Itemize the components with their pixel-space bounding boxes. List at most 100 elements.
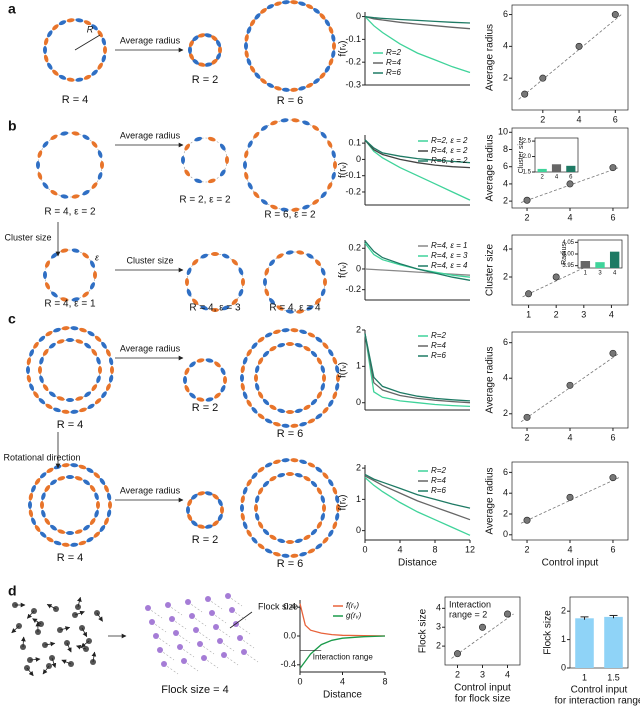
particle	[312, 77, 321, 85]
particle	[186, 288, 193, 297]
particle	[38, 356, 44, 365]
particle	[108, 501, 112, 509]
particle	[334, 382, 339, 391]
particle	[243, 150, 249, 159]
scatter-point	[567, 382, 573, 388]
agent	[173, 630, 179, 636]
y-tick-label: 2	[503, 271, 508, 281]
line-series	[365, 334, 470, 403]
guide-circle	[42, 477, 98, 533]
y-tick-label: 4	[503, 243, 508, 253]
particle	[303, 475, 312, 482]
particle	[101, 54, 107, 63]
particle	[302, 120, 311, 127]
line-series	[365, 476, 470, 520]
particle	[98, 366, 102, 374]
x-tick-label: 0	[362, 544, 367, 554]
legend-label: R=4, ε = 3	[431, 251, 468, 260]
particle	[320, 288, 326, 297]
y-tick-label: -0.2	[345, 186, 361, 196]
y-tick-label: -0.2	[345, 284, 361, 294]
particle	[320, 382, 326, 391]
annotation: Interaction range	[313, 653, 374, 662]
particle	[197, 524, 206, 530]
diagram-label: R = 6, ε = 2	[264, 210, 316, 221]
particle	[276, 252, 285, 259]
particle	[307, 547, 316, 554]
y-tick-label: 0	[356, 525, 361, 535]
particle	[331, 34, 336, 43]
y-tick-label: 1	[356, 361, 361, 371]
particle	[93, 492, 99, 501]
diagram-label: R	[87, 24, 94, 34]
particle	[223, 376, 227, 384]
particle	[58, 74, 67, 81]
particle	[331, 50, 336, 59]
particle	[71, 131, 80, 136]
particle	[62, 542, 70, 547]
particle	[286, 410, 294, 414]
particle	[244, 50, 249, 59]
particle	[273, 329, 282, 335]
agent-heading	[27, 611, 34, 618]
flock-pointer	[230, 612, 252, 628]
particle	[26, 374, 32, 383]
particle	[30, 484, 37, 493]
particle	[303, 534, 312, 541]
particle	[240, 504, 244, 512]
diagram-label: Average radius	[120, 485, 181, 495]
particle	[242, 356, 249, 365]
y-tick-label: 0	[356, 11, 361, 21]
particle	[328, 26, 335, 35]
particle	[50, 134, 59, 141]
particle	[307, 417, 316, 424]
x-tick-label: 2	[540, 175, 544, 181]
x-tick-label: 6	[610, 212, 615, 222]
particle	[311, 124, 320, 132]
particle	[268, 258, 276, 267]
particle	[204, 491, 213, 497]
scatter-point	[610, 350, 616, 356]
particle	[183, 367, 190, 376]
particle	[260, 124, 269, 132]
particle	[56, 338, 65, 344]
particle	[305, 82, 314, 89]
particle	[331, 171, 337, 180]
y-tick-label: -0.3	[345, 79, 361, 89]
particle	[70, 463, 78, 468]
diagram-label: Cluster size	[4, 232, 51, 242]
plot-frame	[512, 5, 628, 110]
particle	[66, 18, 74, 23]
diagram-label: R = 2, ε = 2	[179, 195, 231, 206]
y-tick-label: 0.1	[348, 138, 361, 148]
particle	[200, 253, 209, 260]
particle	[264, 547, 273, 554]
particle	[290, 0, 298, 5]
legend-label: R=4	[431, 476, 446, 485]
particle	[254, 512, 260, 521]
particle	[310, 350, 318, 358]
guide-circle	[40, 340, 100, 400]
particle	[334, 512, 339, 521]
scatter-point	[454, 650, 460, 656]
particle	[87, 330, 96, 337]
scatter-point	[610, 164, 616, 170]
particle	[60, 131, 69, 136]
scatter-point	[612, 11, 618, 17]
scatter-point	[540, 75, 546, 81]
particle	[247, 181, 254, 190]
particle	[26, 366, 30, 374]
diagram-label: R = 6	[277, 95, 304, 107]
particle	[242, 391, 249, 400]
particle	[290, 328, 298, 333]
particle	[37, 150, 43, 159]
particle	[299, 329, 308, 335]
particle	[43, 517, 51, 526]
x-tick-label: 4	[613, 271, 617, 277]
particle	[274, 85, 283, 91]
bar	[610, 252, 619, 268]
x-axis-label: Control input	[454, 683, 511, 694]
particle	[277, 342, 286, 348]
y-axis-label: Average radius	[485, 467, 496, 534]
